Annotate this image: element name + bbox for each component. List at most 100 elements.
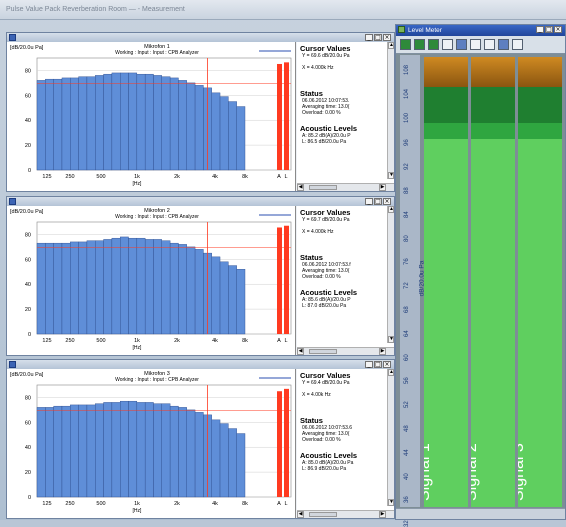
cpb-bar <box>37 243 45 334</box>
minimize-button[interactable]: _ <box>365 361 373 368</box>
scroll-thumb[interactable] <box>309 512 337 517</box>
maximize-button[interactable]: □ <box>545 26 553 33</box>
signal-bar-2[interactable]: Signal 2 <box>471 57 515 507</box>
cpb-bar <box>145 402 153 497</box>
scroll-right-icon[interactable]: ▶ <box>379 348 386 355</box>
maximize-button[interactable]: □ <box>374 361 382 368</box>
signal-bar-3[interactable]: Signal 3 <box>518 57 562 507</box>
window-title-bar[interactable]: _□× <box>7 360 394 369</box>
legend-text: Working : Input : Input : CPB Analyzer <box>115 377 199 383</box>
cursor-icon[interactable] <box>470 39 481 50</box>
level-meter-title-bar[interactable]: Level Meter _□× <box>396 25 565 36</box>
acoustic-levels-heading: Acoustic Levels <box>300 288 391 297</box>
scale-label: 96 <box>404 140 410 147</box>
minimize-button[interactable]: _ <box>365 198 373 205</box>
scroll-thumb[interactable] <box>309 185 337 190</box>
y-tick-label: 20 <box>25 307 31 313</box>
cpb-bar <box>104 239 112 334</box>
scroll-thumb[interactable] <box>309 349 337 354</box>
cursor-x-value: X = 4.00k Hz <box>302 392 391 398</box>
y-tick-label: 80 <box>25 68 31 74</box>
maximize-button[interactable]: □ <box>374 34 382 41</box>
high-segment <box>424 87 468 123</box>
close-button[interactable]: × <box>383 361 391 368</box>
reset-icon[interactable] <box>428 39 439 50</box>
scale-label: 104 <box>404 89 410 99</box>
x-tick-label: 125 <box>42 174 51 180</box>
grid-icon[interactable] <box>484 39 495 50</box>
cpb-bar <box>62 78 70 170</box>
scroll-down-icon[interactable]: ▼ <box>388 336 394 343</box>
scroll-up-icon[interactable]: ▲ <box>388 369 394 376</box>
x-tick-label: A <box>277 338 281 344</box>
scroll-right-icon[interactable]: ▶ <box>379 184 386 191</box>
cursor-y-value: Y = 69.7 dB/20.0u Pa <box>302 217 391 223</box>
window-title-bar[interactable]: _□× <box>7 33 394 42</box>
scroll-right-icon[interactable]: ▶ <box>379 511 386 518</box>
y-unit-label: [dB/20.0u Pa] <box>10 372 44 378</box>
scroll-left-icon[interactable]: ◀ <box>297 184 304 191</box>
properties-icon[interactable] <box>456 39 467 50</box>
scroll-down-icon[interactable]: ▼ <box>388 172 394 179</box>
scale-icon[interactable] <box>512 39 523 50</box>
cpb-bar <box>212 257 220 334</box>
y-tick-label: 60 <box>25 420 31 426</box>
scale-label: 88 <box>404 187 410 194</box>
cpb-bar <box>95 75 103 170</box>
scale-label: 40 <box>404 473 410 480</box>
scroll-up-icon[interactable]: ▲ <box>388 42 394 49</box>
x-tick-label: L <box>284 174 287 180</box>
minimize-button[interactable]: _ <box>536 26 544 33</box>
cpb-bar <box>104 402 112 497</box>
scale-label: 68 <box>404 306 410 313</box>
scale-label: 100 <box>404 113 410 123</box>
window-title-bar[interactable]: _□× <box>7 197 394 206</box>
acoustic-l-level: L: 86.5 dB/20.0u Pa <box>302 139 391 145</box>
scroll-left-icon[interactable]: ◀ <box>297 511 304 518</box>
scroll-up-icon[interactable]: ▲ <box>388 206 394 213</box>
cpb-bar <box>137 74 145 170</box>
status-overload: Overload: 0.00 % <box>302 437 391 443</box>
meter-icon[interactable] <box>498 39 509 50</box>
horizontal-scrollbar[interactable]: ◀▶ <box>297 183 394 191</box>
vertical-scrollbar[interactable]: ▲▼ <box>387 206 394 343</box>
app-title-bar: Pulse Value Pack Reverberation Room — - … <box>0 0 566 20</box>
stop-icon[interactable] <box>414 39 425 50</box>
y-unit-label: [dB/20.0u Pa] <box>10 209 44 215</box>
cpb-bar <box>162 404 170 497</box>
close-button[interactable]: × <box>554 26 562 33</box>
mid-segment <box>424 123 468 139</box>
cursor-values-heading: Cursor Values <box>300 44 391 53</box>
cpb-bar <box>153 239 161 334</box>
l-level-bar <box>284 226 289 334</box>
cpb-bar <box>45 79 53 170</box>
close-button[interactable]: × <box>383 198 391 205</box>
x-tick-label: A <box>277 501 281 507</box>
maximize-button[interactable]: □ <box>374 198 382 205</box>
horizontal-scrollbar[interactable]: ◀▶ <box>297 347 394 355</box>
close-button[interactable]: × <box>383 34 391 41</box>
horizontal-scrollbar[interactable]: ◀▶ <box>297 510 394 518</box>
x-tick-label: 250 <box>65 174 74 180</box>
status-overload: Overload: 0.00 % <box>302 274 391 280</box>
y-tick-label: 0 <box>28 168 31 174</box>
cursor-values-heading: Cursor Values <box>300 371 391 380</box>
vertical-scrollbar[interactable]: ▲▼ <box>387 42 394 179</box>
x-tick-label: 4k <box>212 338 218 344</box>
signal-bar-1[interactable]: Signal 1 <box>424 57 468 507</box>
scroll-left-icon[interactable]: ◀ <box>297 348 304 355</box>
start-icon[interactable] <box>400 39 411 50</box>
vertical-scrollbar[interactable]: ▲▼ <box>387 369 394 506</box>
scroll-down-icon[interactable]: ▼ <box>388 499 394 506</box>
cpb-bar <box>228 429 236 497</box>
minimize-button[interactable]: _ <box>365 34 373 41</box>
peak-segment <box>424 57 468 87</box>
hold-icon[interactable] <box>442 39 453 50</box>
